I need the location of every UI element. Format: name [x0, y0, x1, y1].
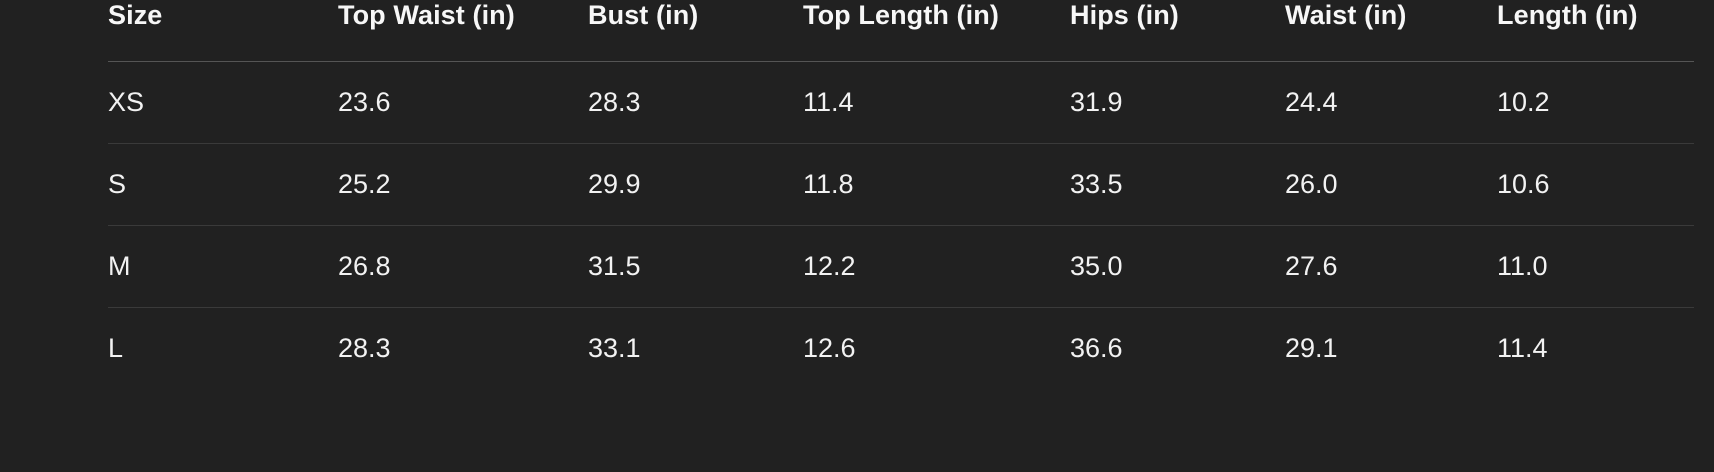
column-header-hips: Hips (in) — [1070, 0, 1285, 62]
column-header-length: Length (in) — [1497, 0, 1694, 62]
cell-waist: 26.0 — [1285, 143, 1497, 226]
cell-hips: 36.6 — [1070, 333, 1123, 363]
size-table-container: Size Top Waist (in) Bust (in) Top Length… — [108, 0, 1694, 389]
cell-waist: 29.1 — [1285, 333, 1338, 363]
column-header-size: Size — [108, 0, 338, 62]
cell-size: L — [108, 333, 124, 363]
cell-length: 11.0 — [1497, 225, 1694, 308]
column-header-top-length: Top Length (in) — [803, 0, 1070, 62]
cell-top-length: 11.4 — [803, 61, 1070, 144]
table-row: L 28.3 33.1 12.6 36.6 29.1 11.4 — [108, 308, 1694, 390]
cell-bust: 31.5 — [588, 225, 803, 308]
column-header-bust: Bust (in) — [588, 0, 803, 62]
table-header: Size Top Waist (in) Bust (in) Top Length… — [108, 0, 1694, 62]
table-body: XS 23.6 28.3 11.4 31.9 24.4 10.2 S 25.2 … — [108, 61, 1694, 390]
cell-hips: 31.9 — [1070, 61, 1285, 144]
cell-top-waist: 28.3 — [338, 333, 391, 363]
table-row: XS 23.6 28.3 11.4 31.9 24.4 10.2 — [108, 61, 1694, 144]
cell-length: 10.2 — [1497, 61, 1694, 144]
cell-waist: 27.6 — [1285, 225, 1497, 308]
size-chart-table: Size Top Waist (in) Bust (in) Top Length… — [108, 0, 1694, 389]
cell-size: S — [108, 143, 338, 226]
cell-length: 10.6 — [1497, 143, 1694, 226]
cell-length: 11.4 — [1497, 333, 1548, 363]
cell-top-length: 12.6 — [803, 333, 856, 363]
table-row: M 26.8 31.5 12.2 35.0 27.6 11.0 — [108, 225, 1694, 308]
cell-hips: 35.0 — [1070, 225, 1285, 308]
cell-bust: 28.3 — [588, 61, 803, 144]
cell-top-waist: 25.2 — [338, 143, 588, 226]
cell-size: XS — [108, 61, 338, 144]
cell-bust: 33.1 — [588, 333, 641, 363]
cell-top-length: 11.8 — [803, 143, 1070, 226]
cell-hips: 33.5 — [1070, 143, 1285, 226]
column-header-top-waist: Top Waist (in) — [338, 0, 588, 62]
cell-bust: 29.9 — [588, 143, 803, 226]
table-header-row: Size Top Waist (in) Bust (in) Top Length… — [108, 0, 1694, 62]
column-header-waist: Waist (in) — [1285, 0, 1497, 62]
cell-top-waist: 26.8 — [338, 225, 588, 308]
table-row: S 25.2 29.9 11.8 33.5 26.0 10.6 — [108, 143, 1694, 226]
cell-size: M — [108, 225, 338, 308]
cell-waist: 24.4 — [1285, 61, 1497, 144]
cell-top-waist: 23.6 — [338, 61, 588, 144]
cell-top-length: 12.2 — [803, 225, 1070, 308]
